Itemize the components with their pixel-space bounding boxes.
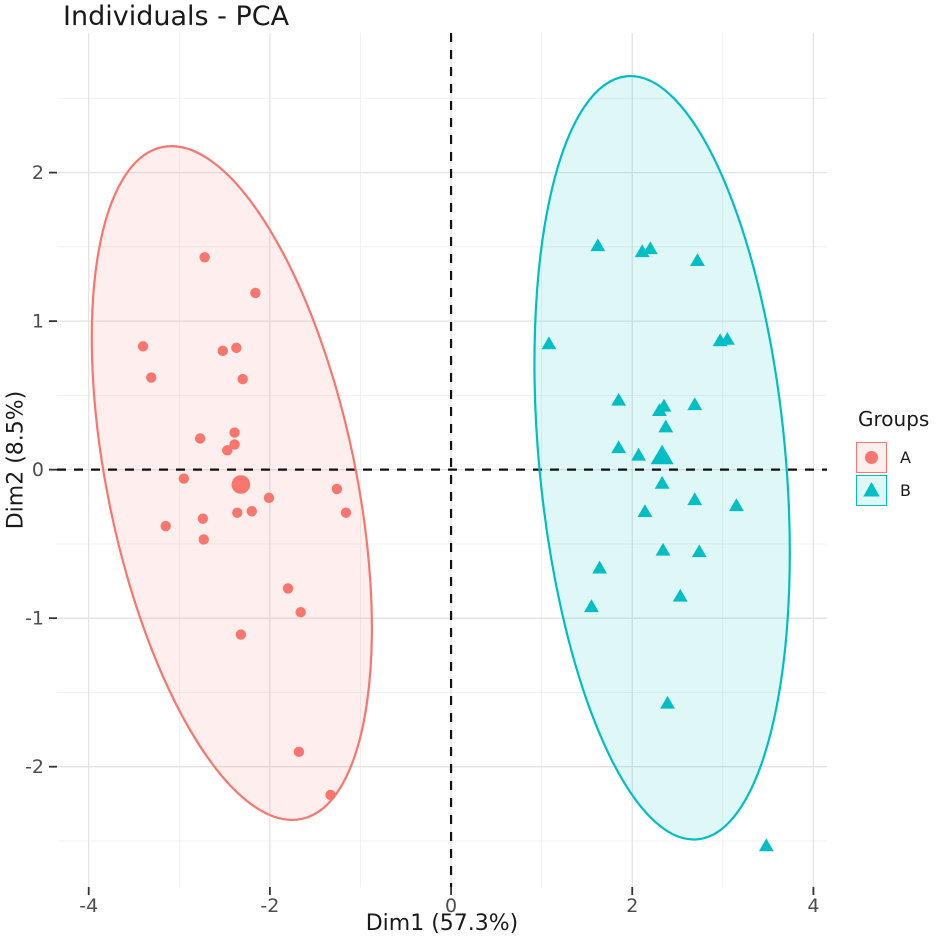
data-point-a: [197, 513, 209, 524]
data-point-b: [690, 253, 705, 267]
data-point-b: [637, 504, 653, 518]
triangle-marker-icon: [863, 482, 880, 497]
data-point-a: [282, 583, 294, 594]
data-point-b: [654, 476, 670, 489]
data-point-a: [199, 252, 210, 263]
data-point-b: [541, 336, 557, 350]
confidence-ellipse-outline-a: [90, 145, 373, 822]
data-point-b: [656, 398, 672, 412]
data-point-a: [246, 506, 257, 517]
x-tick-label: 2: [626, 895, 638, 917]
data-point-b: [611, 392, 627, 406]
data-point-a: [137, 341, 149, 352]
data-point-b: [719, 331, 735, 345]
x-tick-label: 4: [807, 895, 819, 917]
data-point-a: [229, 439, 240, 450]
data-point-b: [672, 588, 688, 602]
data-point-a: [263, 492, 275, 504]
data-point-b: [660, 695, 675, 709]
data-point-a: [178, 473, 190, 484]
data-point-a: [231, 342, 242, 354]
data-point-a: [237, 373, 248, 385]
data-point-b: [687, 397, 703, 411]
data-point-b: [590, 238, 606, 252]
confidence-ellipse-outline-b: [533, 74, 791, 841]
circle-marker-icon: [865, 451, 878, 464]
y-tick-label: 0: [32, 459, 44, 481]
data-point-b: [584, 599, 599, 613]
data-point-b: [729, 498, 744, 512]
data-point-a: [217, 345, 228, 357]
y-tick-label: 1: [32, 311, 44, 333]
data-point-a: [295, 607, 306, 618]
legend-title: Groups: [858, 407, 930, 431]
data-point-a: [232, 507, 243, 518]
group-a-circle-icon: [856, 442, 887, 473]
group-mean-point-b: [650, 444, 674, 465]
data-point-a: [331, 483, 343, 495]
group-mean-point-a: [231, 475, 251, 494]
legend: Groups A B: [856, 407, 929, 508]
legend-label-a: A: [900, 448, 911, 467]
data-point-a: [250, 287, 261, 299]
legend-entry-b: B: [856, 475, 929, 506]
data-point-b: [687, 492, 703, 506]
data-point-a: [194, 433, 206, 444]
x-axis-title: Dim1 (57.3%): [365, 911, 519, 936]
data-point-a: [146, 372, 157, 383]
data-point-b: [631, 447, 646, 461]
data-point-b: [758, 838, 774, 852]
data-point-a: [160, 520, 171, 532]
x-tick-label: 0: [445, 895, 457, 917]
data-point-a: [222, 445, 233, 456]
legend-label-b: B: [900, 481, 911, 500]
data-point-b: [592, 560, 608, 574]
y-tick-label: -2: [25, 756, 44, 778]
data-point-b: [691, 544, 707, 558]
triangle-marker-shape: [863, 482, 880, 497]
plot-title: Individuals - PCA: [63, 1, 290, 32]
legend-entry-a: A: [856, 442, 929, 473]
group-b-triangle-icon: [856, 475, 887, 506]
data-point-a: [198, 534, 209, 545]
x-tick-label: -4: [79, 895, 98, 917]
data-point-b: [655, 542, 671, 556]
data-point-a: [325, 789, 336, 801]
data-point-a: [340, 507, 352, 518]
x-tick-label: -2: [260, 895, 279, 917]
data-point-a: [293, 746, 305, 758]
data-point-a: [235, 629, 247, 640]
circle-marker-shape: [865, 451, 878, 464]
data-point-a: [229, 427, 240, 438]
y-axis-title: Dim2 (8.5%): [3, 390, 29, 530]
data-point-b: [642, 241, 658, 255]
data-point-b: [611, 440, 627, 454]
y-tick-label: -1: [25, 608, 44, 630]
data-point-b: [658, 419, 674, 433]
y-tick-label: 2: [32, 162, 44, 184]
